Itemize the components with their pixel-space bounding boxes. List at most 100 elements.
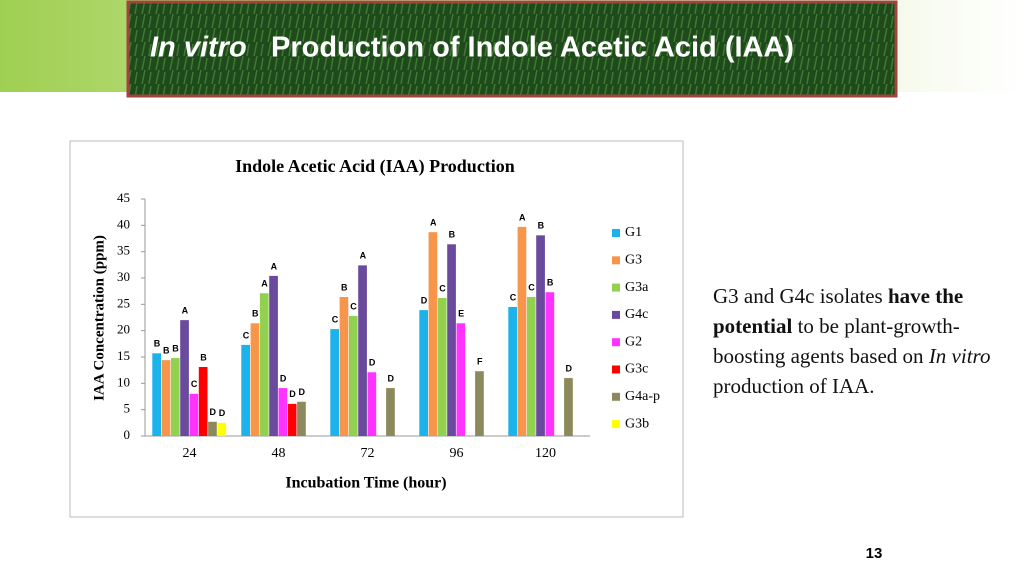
bar [475, 371, 484, 436]
legend-swatch [612, 229, 620, 237]
legend-label: G3b [625, 416, 649, 431]
significance-letter: B [449, 230, 456, 240]
significance-letter: D [566, 363, 573, 373]
note-part: to be plant-growth-boosting agents based… [713, 314, 960, 368]
title-box [126, 0, 898, 98]
legend-label: G2 [625, 334, 642, 349]
bar [526, 296, 536, 436]
legend-swatch [612, 283, 620, 292]
bar [189, 393, 199, 436]
significance-letter: D [299, 387, 306, 397]
y-tick-label: 45 [117, 190, 130, 205]
significance-letter: A [430, 218, 437, 228]
page-number: 13 [866, 545, 883, 562]
significance-letter: C [350, 301, 357, 311]
x-tick-label: 96 [450, 446, 464, 461]
y-axis-title: IAA Concentration (ppm) [91, 235, 107, 401]
significance-letter: B [341, 282, 348, 292]
y-tick-label: 0 [124, 427, 131, 442]
note-part: production of IAA. [713, 374, 875, 398]
chart-frame [69, 140, 684, 518]
significance-letter: C [528, 282, 535, 292]
y-tick-label: 15 [117, 348, 130, 363]
bar [358, 265, 367, 436]
bar [386, 388, 395, 436]
significance-letter: B [252, 309, 259, 319]
title-text: Production of Indole Acetic Acid (IAA) [271, 32, 794, 64]
bar [348, 315, 358, 436]
significance-letter: D [388, 373, 395, 383]
bar [339, 296, 349, 436]
significance-letter: B [154, 339, 161, 349]
significance-letter: C [510, 292, 517, 302]
y-tick-label: 25 [117, 295, 130, 310]
bar [170, 358, 180, 436]
bar [217, 422, 227, 436]
significance-letter: A [182, 306, 189, 316]
bar [152, 353, 161, 436]
bar [545, 292, 555, 436]
x-tick-label: 72 [361, 446, 375, 461]
bar [250, 323, 260, 436]
bar [161, 360, 171, 436]
y-tick-label: 30 [117, 269, 130, 284]
significance-letter: B [538, 221, 545, 231]
significance-letter: D [421, 296, 428, 306]
significance-letter: A [271, 261, 278, 271]
significance-letter: A [261, 279, 268, 289]
bar [330, 329, 339, 436]
legend-swatch [612, 365, 620, 374]
significance-letter: C [439, 283, 446, 293]
legend-swatch [612, 420, 620, 429]
significance-letter: C [332, 314, 339, 324]
bar [508, 306, 517, 436]
bar [419, 310, 428, 436]
bar [437, 298, 447, 436]
bar [536, 235, 545, 436]
significance-letter: A [360, 251, 367, 261]
significance-letter: D [219, 408, 226, 418]
x-tick-label: 24 [183, 446, 197, 461]
bar [180, 320, 189, 436]
significance-letter: B [547, 278, 554, 288]
bar [456, 323, 466, 436]
bar [259, 293, 269, 436]
bar [447, 244, 456, 436]
note-text: G3 and G4c isolates have the potential t… [713, 281, 998, 401]
y-tick-label: 10 [117, 374, 130, 389]
legend-label: G3c [625, 362, 648, 377]
legend-label: G3 [625, 253, 642, 268]
significance-letter: D [369, 358, 376, 368]
legend-label: G1 [625, 225, 642, 240]
significance-letter: D [210, 407, 217, 417]
legend-label: G4c [625, 307, 648, 322]
significance-letter: E [458, 309, 464, 319]
significance-letter: B [200, 352, 207, 362]
significance-letter: B [172, 343, 179, 353]
legend-swatch [612, 338, 620, 347]
legend-swatch [612, 256, 620, 265]
significance-letter: C [243, 330, 250, 340]
chart-title: Indole Acetic Acid (IAA) Production [235, 156, 515, 177]
legend-swatch [612, 392, 620, 401]
bar [278, 388, 288, 436]
bar [517, 226, 527, 436]
bar [564, 378, 573, 436]
significance-letter: B [163, 346, 170, 356]
bar [428, 232, 438, 436]
bar [241, 344, 250, 436]
bar [208, 421, 217, 436]
significance-letter: D [289, 389, 296, 399]
y-tick-label: 5 [124, 401, 131, 416]
x-tick-label: 120 [535, 446, 556, 461]
x-axis-title: Incubation Time (hour) [285, 475, 446, 492]
bar [297, 401, 306, 436]
bar [287, 403, 297, 436]
note-bold: have the potential [713, 284, 964, 338]
x-tick-label: 48 [272, 446, 286, 461]
note-italic: In vitro [928, 344, 991, 368]
y-tick-label: 40 [117, 216, 130, 231]
bar [367, 372, 377, 436]
